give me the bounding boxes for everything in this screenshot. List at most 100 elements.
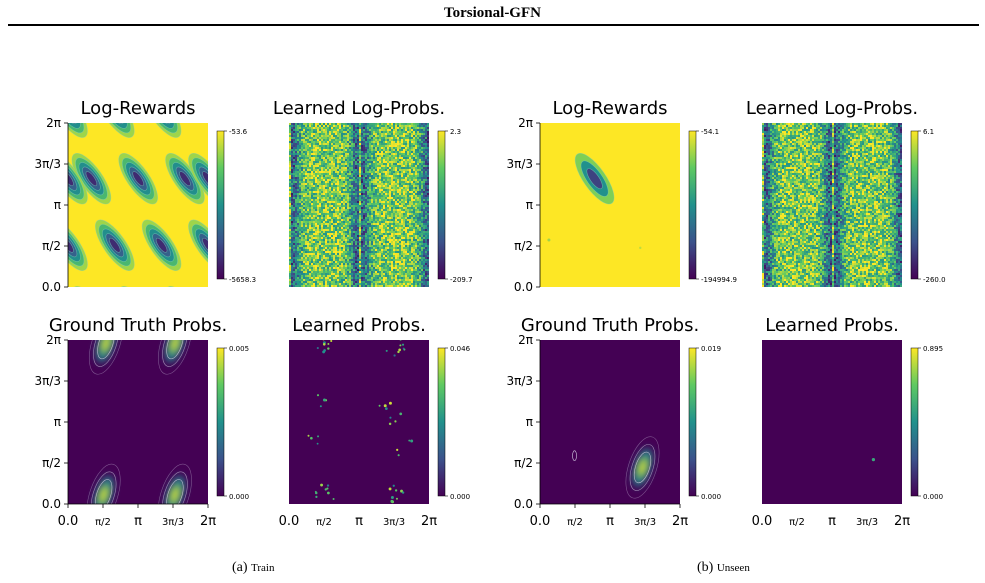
heatmap-cell (313, 127, 316, 130)
heatmap-cell (403, 239, 406, 242)
heatmap-cell (295, 179, 298, 182)
heatmap-cell (311, 165, 314, 168)
heatmap-cell (351, 195, 354, 198)
heatmap-cell (363, 175, 366, 178)
heatmap-cell (377, 191, 380, 194)
heatmap-cell (301, 125, 304, 128)
heatmap-cell (355, 177, 358, 180)
heatmap-cell (363, 209, 366, 212)
heatmap-cell (361, 265, 364, 268)
heatmap-cell (333, 127, 336, 130)
heatmap-cell (353, 243, 356, 246)
heatmap-cell (307, 279, 310, 282)
heatmap-cell (295, 147, 298, 150)
heatmap-cell (365, 253, 368, 256)
heatmap-cell (345, 223, 348, 226)
heatmap-cell (385, 225, 388, 228)
heatmap-cell (391, 277, 394, 280)
heatmap-cell (315, 281, 318, 284)
heatmap-cell (363, 249, 366, 252)
heatmap-cell (351, 205, 354, 208)
heatmap-cell (311, 285, 314, 287)
heatmap-cell (349, 167, 352, 170)
heatmap-cell (381, 237, 384, 240)
heatmap-cell (309, 197, 312, 200)
heatmap-cell (375, 207, 378, 210)
heatmap-cell (361, 249, 364, 252)
heatmap-cell (341, 283, 344, 286)
heatmap-cell (341, 223, 344, 226)
heatmap-cell (395, 201, 398, 204)
heatmap-cell (393, 217, 396, 220)
heatmap-cell (331, 215, 334, 218)
heatmap-cell (377, 173, 380, 176)
heatmap-cell (295, 149, 298, 152)
heatmap-cell (293, 159, 296, 162)
heatmap-cell (361, 151, 364, 154)
heatmap-cell (373, 235, 376, 238)
heatmap-cell (295, 125, 298, 128)
heatmap-cell (293, 273, 296, 276)
heatmap-cell (337, 221, 340, 224)
heatmap-cell (363, 143, 366, 146)
heatmap-cell (377, 227, 380, 230)
heatmap-cell (377, 231, 380, 234)
heatmap-cell (293, 263, 296, 266)
heatmap-cell (397, 255, 400, 258)
heatmap-cell (393, 181, 396, 184)
heatmap-cell (383, 275, 386, 278)
heatmap-cell (395, 129, 398, 132)
heatmap-cell (305, 161, 308, 164)
heatmap-cell (303, 185, 306, 188)
heatmap-cell (349, 201, 352, 204)
heatmap-cell (405, 223, 408, 226)
heatmap-cell (293, 135, 296, 138)
heatmap-cell (347, 195, 350, 198)
heatmap-cell (295, 187, 298, 190)
heatmap-cell (309, 241, 312, 244)
heatmap-cell (297, 257, 300, 260)
heatmap-cell (353, 265, 356, 268)
heatmap-cell (363, 157, 366, 160)
heatmap-cell (389, 269, 392, 272)
heatmap-cell (349, 227, 352, 230)
heatmap-cell (319, 281, 322, 284)
heatmap-cell (311, 125, 314, 128)
heatmap-cell (309, 201, 312, 204)
heatmap-cell (391, 243, 394, 246)
heatmap-cell (297, 153, 300, 156)
heatmap-cell (311, 273, 314, 276)
heatmap-cell (289, 215, 292, 218)
heatmap-cell (317, 133, 320, 136)
heatmap-cell (299, 203, 302, 206)
heatmap-cell (393, 131, 396, 134)
heatmap-cell (323, 167, 326, 170)
heatmap-cell (311, 153, 314, 156)
heatmap-cell (325, 165, 328, 168)
heatmap-cell (349, 209, 352, 212)
heatmap-cell (379, 209, 382, 212)
heatmap-cell (391, 255, 394, 258)
heatmap-cell (369, 263, 372, 266)
heatmap-cell (371, 271, 374, 274)
heatmap-cell (341, 277, 344, 280)
heatmap-cell (317, 235, 320, 238)
heatmap-cell (299, 141, 302, 144)
heatmap-cell (365, 267, 368, 270)
heatmap-cell (299, 143, 302, 146)
heatmap-cell (343, 265, 346, 268)
heatmap-cell (377, 149, 380, 152)
heatmap-cell (327, 191, 330, 194)
heatmap-cell (391, 159, 394, 162)
heatmap-cell (397, 219, 400, 222)
heatmap-cell (399, 191, 402, 194)
heatmap-cell (397, 127, 400, 130)
heatmap-cell (363, 179, 366, 182)
heatmap-cell (295, 285, 298, 287)
heatmap-cell (311, 271, 314, 274)
heatmap-cell (329, 157, 332, 160)
heatmap-cell (361, 221, 364, 224)
heatmap-cell (293, 279, 296, 282)
heatmap-cell (325, 277, 328, 280)
heatmap-cell (339, 145, 342, 148)
